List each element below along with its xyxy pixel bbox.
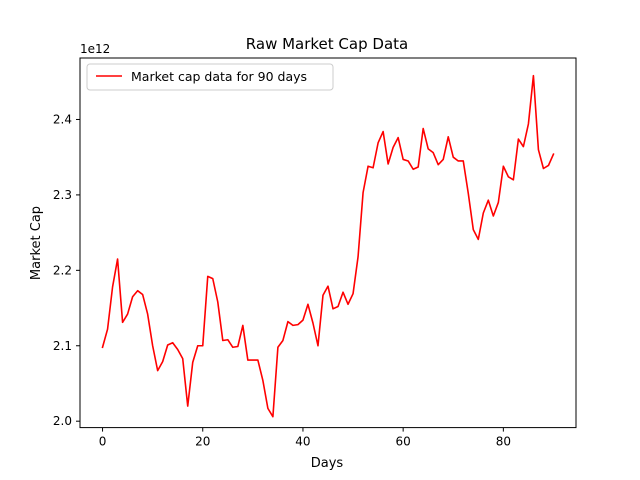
x-axis-ticks: 0 20 40 60 80 — [99, 427, 511, 449]
x-tick-label: 0 — [99, 435, 107, 449]
y-tick-label: 2.0 — [53, 414, 72, 428]
legend-box — [86, 63, 334, 91]
x-tick-label: 20 — [195, 435, 210, 449]
legend-label: Market cap data for 90 days — [131, 69, 307, 84]
y-axis-label: Market Cap — [29, 206, 44, 280]
y-tick-label: 2.4 — [53, 112, 72, 126]
y-axis-offset-label: 1e12 — [80, 42, 110, 56]
y-tick-label: 2.3 — [53, 188, 72, 202]
y-tick-label: 2.1 — [53, 339, 72, 353]
x-tick-label: 40 — [295, 435, 310, 449]
series-line-market-cap — [101, 74, 555, 418]
x-axis-label: Days — [311, 456, 344, 471]
y-axis-ticks: 2.0 2.1 2.2 2.3 2.4 — [53, 112, 80, 428]
y-tick-label: 2.2 — [53, 263, 72, 277]
x-tick-label: 60 — [396, 435, 411, 449]
chart-title: Raw Market Cap Data — [246, 35, 408, 53]
plot-area-frame — [79, 57, 577, 429]
legend: Market cap data for 90 days — [86, 63, 334, 91]
x-tick-label: 80 — [496, 435, 511, 449]
